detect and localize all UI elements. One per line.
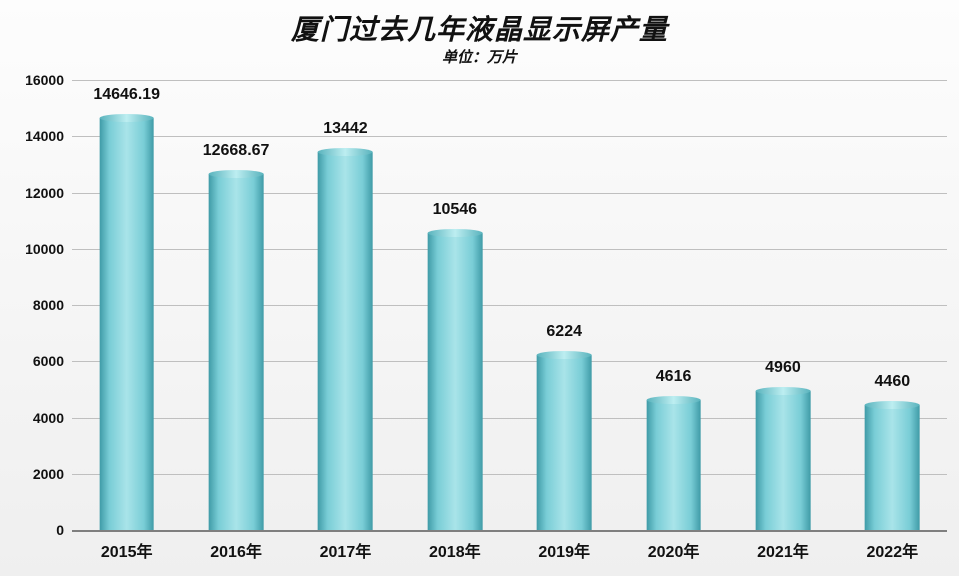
bar-slot: 12668.67 xyxy=(181,80,290,530)
bar xyxy=(646,400,701,530)
bar-value-label: 13442 xyxy=(323,120,368,138)
bar-top-ellipse xyxy=(427,229,482,237)
y-tick-label: 8000 xyxy=(14,297,64,313)
bar-top-ellipse xyxy=(646,396,701,404)
chart-container: 厦门过去几年液晶显示屏产量 单位：万片 02000400060008000100… xyxy=(0,0,959,576)
chart-subtitle: 单位：万片 xyxy=(0,46,959,67)
plot-area: 0200040006000800010000120001400016000 14… xyxy=(72,80,947,530)
x-tick-label: 2021年 xyxy=(728,530,837,576)
y-tick-label: 16000 xyxy=(14,72,64,88)
x-axis: 2015年2016年2017年2018年2019年2020年2021年2022年 xyxy=(72,530,947,576)
bar-top-ellipse xyxy=(318,148,373,156)
x-tick-label: 2017年 xyxy=(291,530,400,576)
bar xyxy=(99,118,154,530)
x-tick-label: 2022年 xyxy=(838,530,947,576)
bar xyxy=(427,233,482,530)
bar-slot: 13442 xyxy=(291,80,400,530)
bar-value-label: 12668.67 xyxy=(203,142,270,160)
bar-value-label: 4460 xyxy=(875,373,911,391)
bar-top-ellipse xyxy=(537,351,592,359)
chart-title: 厦门过去几年液晶显示屏产量 xyxy=(0,0,959,48)
bar-top-ellipse xyxy=(865,401,920,409)
bar xyxy=(865,405,920,530)
bar-slot: 6224 xyxy=(510,80,619,530)
bar-value-label: 4960 xyxy=(765,359,801,377)
bar xyxy=(318,152,373,530)
y-tick-label: 10000 xyxy=(14,241,64,257)
x-tick-label: 2016年 xyxy=(181,530,290,576)
bar-slot: 10546 xyxy=(400,80,509,530)
bar xyxy=(209,174,264,530)
x-axis-border xyxy=(72,530,947,532)
y-tick-label: 12000 xyxy=(14,185,64,201)
bar-slot: 4460 xyxy=(838,80,947,530)
x-tick-label: 2020年 xyxy=(619,530,728,576)
bar-value-label: 4616 xyxy=(656,368,692,386)
bar-value-label: 10546 xyxy=(433,201,478,219)
bar-slot: 4960 xyxy=(728,80,837,530)
y-tick-label: 2000 xyxy=(14,466,64,482)
x-tick-label: 2015年 xyxy=(72,530,181,576)
bar-slot: 4616 xyxy=(619,80,728,530)
bar-top-ellipse xyxy=(209,170,264,178)
bar-slot: 14646.19 xyxy=(72,80,181,530)
bars-group: 14646.19 12668.67 13442 10546 6224 4616 4960 44… xyxy=(72,80,947,530)
bar-top-ellipse xyxy=(99,114,154,122)
x-tick-label: 2018年 xyxy=(400,530,509,576)
y-tick-label: 4000 xyxy=(14,410,64,426)
bar-top-ellipse xyxy=(756,387,811,395)
x-tick-label: 2019年 xyxy=(510,530,619,576)
y-tick-label: 14000 xyxy=(14,128,64,144)
bar xyxy=(756,391,811,531)
bar-value-label: 14646.19 xyxy=(93,86,160,104)
bar-value-label: 6224 xyxy=(546,323,582,341)
bar xyxy=(537,355,592,530)
y-tick-label: 6000 xyxy=(14,353,64,369)
y-tick-label: 0 xyxy=(14,522,64,538)
